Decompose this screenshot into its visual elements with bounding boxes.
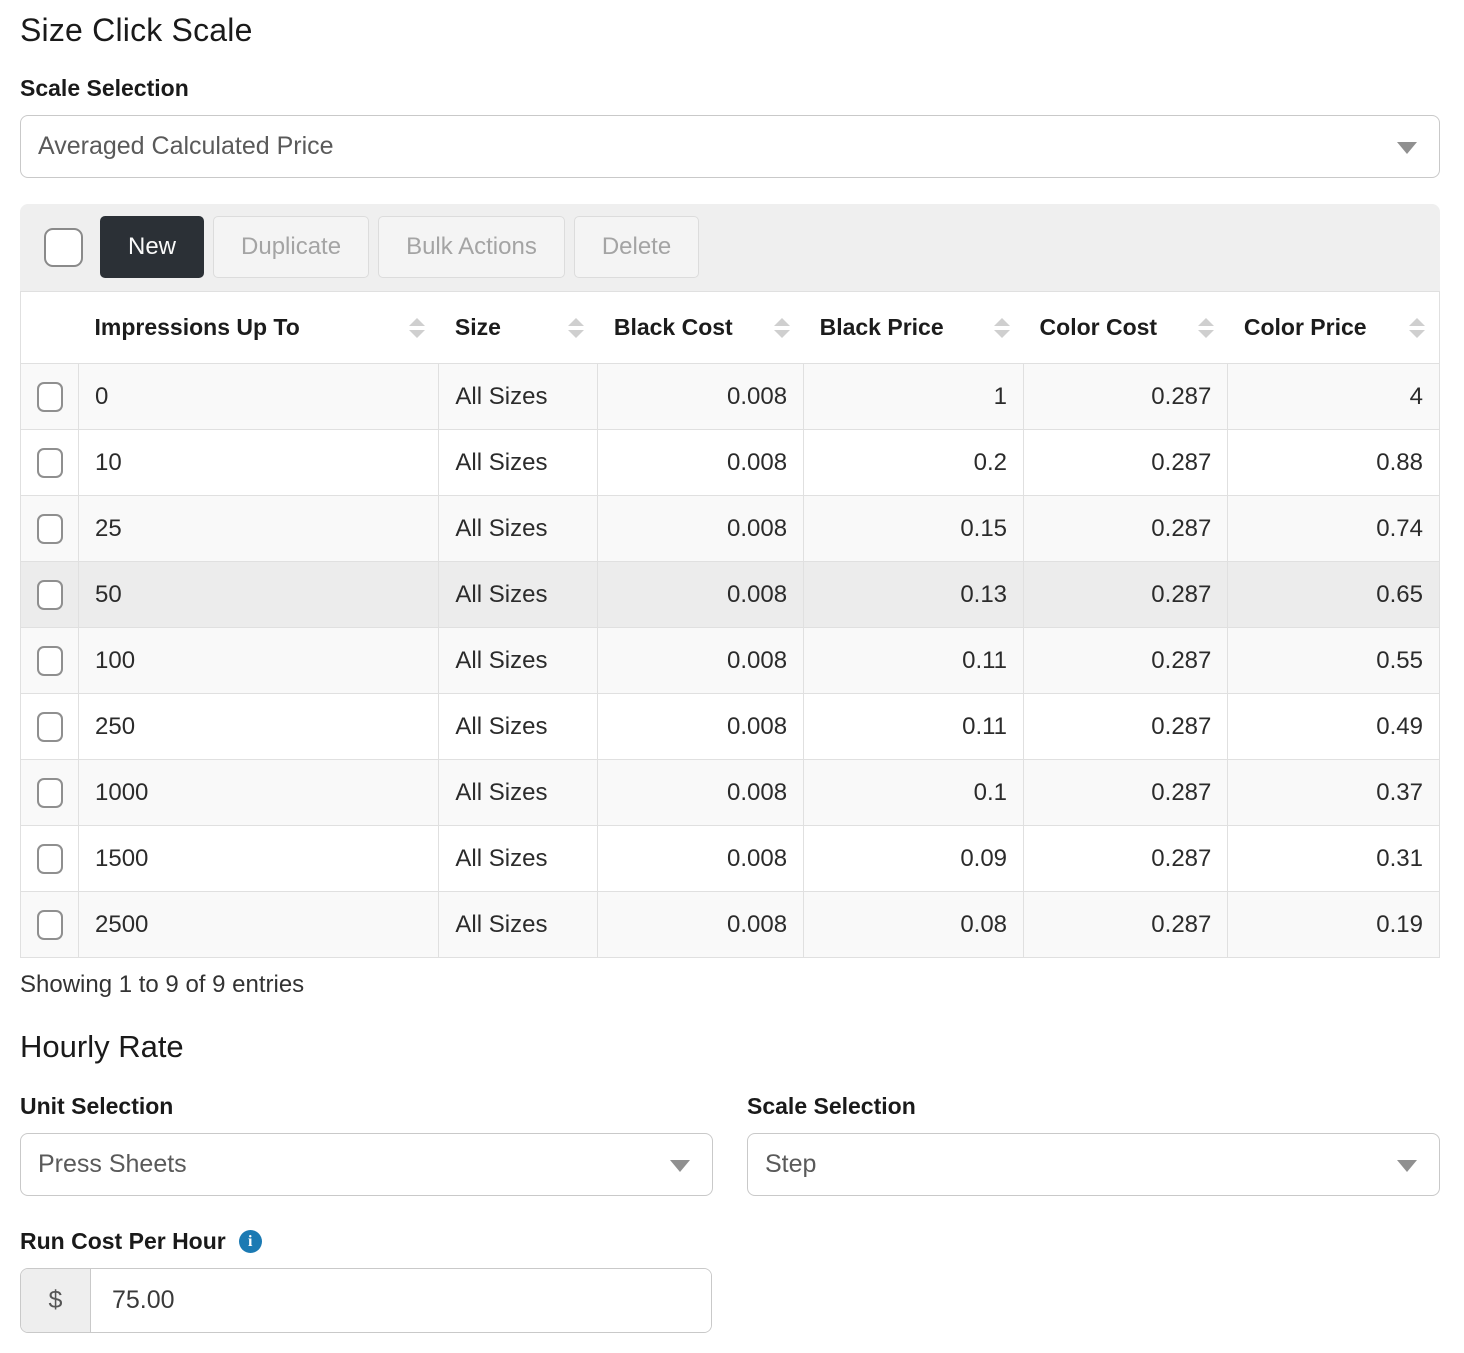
column-header-color-cost[interactable]: Color Cost — [1023, 291, 1228, 364]
scale-selection-label: Scale Selection — [20, 75, 189, 101]
table-row[interactable]: 2500 All Sizes 0.008 0.08 0.287 0.19 — [20, 891, 1440, 958]
run-cost-field: Run Cost Per Hour i $ — [20, 1228, 712, 1333]
run-cost-label: Run Cost Per Hour — [20, 1228, 226, 1254]
column-header-color-price[interactable]: Color Price — [1227, 291, 1440, 364]
delete-button[interactable]: Delete — [573, 216, 700, 278]
hourly-scale-selection-label: Scale Selection — [747, 1093, 916, 1119]
table-toolbar: New Duplicate Bulk Actions Delete — [20, 204, 1440, 291]
hourly-scale-selection-value: Step — [765, 1150, 817, 1178]
table-row[interactable]: 1500 All Sizes 0.008 0.09 0.287 0.31 — [20, 825, 1440, 892]
bulk-actions-button[interactable]: Bulk Actions — [378, 216, 565, 278]
currency-symbol: $ — [21, 1269, 91, 1332]
size-click-scale-table: Impressions Up To Size Black Cost Black … — [20, 291, 1440, 958]
hourly-scale-selection-select[interactable]: Step — [747, 1133, 1440, 1196]
info-icon[interactable]: i — [238, 1230, 262, 1253]
table-row[interactable]: 50 All Sizes 0.008 0.13 0.287 0.65 — [20, 561, 1440, 628]
scale-selection-field: Scale Selection Averaged Calculated Pric… — [20, 75, 1440, 178]
scale-selection-value: Averaged Calculated Price — [38, 132, 334, 160]
select-all-checkbox[interactable] — [44, 227, 83, 267]
page-title: Size Click Scale — [20, 12, 253, 48]
column-header-black-cost[interactable]: Black Cost — [597, 291, 804, 364]
unit-selection-select[interactable]: Press Sheets — [20, 1133, 713, 1196]
row-checkbox[interactable] — [36, 711, 63, 742]
header-checkbox-spacer — [20, 291, 79, 364]
chevron-down-icon — [1397, 1159, 1417, 1172]
column-header-black-price[interactable]: Black Price — [803, 291, 1024, 364]
table-row[interactable]: 250 All Sizes 0.008 0.11 0.287 0.49 — [20, 693, 1440, 760]
sort-icon[interactable] — [993, 317, 1010, 338]
sort-icon[interactable] — [773, 317, 790, 338]
row-checkbox[interactable] — [36, 645, 63, 676]
hourly-rate-title: Hourly Rate — [20, 1029, 184, 1064]
row-checkbox[interactable] — [36, 777, 63, 808]
table-row[interactable]: 10 All Sizes 0.008 0.2 0.287 0.88 — [20, 429, 1440, 496]
column-header-impressions[interactable]: Impressions Up To — [78, 291, 439, 364]
run-cost-input-group: $ — [20, 1268, 712, 1333]
table-row[interactable]: 100 All Sizes 0.008 0.11 0.287 0.55 — [20, 627, 1440, 694]
unit-selection-field: Unit Selection Press Sheets — [20, 1093, 713, 1196]
row-checkbox[interactable] — [36, 843, 63, 874]
new-button[interactable]: New — [100, 216, 205, 278]
run-cost-input[interactable] — [91, 1269, 711, 1332]
table-row[interactable]: 1000 All Sizes 0.008 0.1 0.287 0.37 — [20, 759, 1440, 826]
unit-selection-label: Unit Selection — [20, 1093, 174, 1119]
row-checkbox[interactable] — [36, 381, 63, 412]
table-entries-summary: Showing 1 to 9 of 9 entries — [20, 971, 305, 998]
sort-icon[interactable] — [567, 317, 584, 338]
table-row[interactable]: 0 All Sizes 0.008 1 0.287 4 — [20, 363, 1440, 430]
row-checkbox[interactable] — [36, 909, 63, 940]
sort-icon[interactable] — [408, 317, 425, 338]
row-checkbox[interactable] — [36, 579, 63, 610]
scale-selection-select[interactable]: Averaged Calculated Price — [20, 115, 1440, 178]
chevron-down-icon — [670, 1159, 690, 1172]
row-checkbox[interactable] — [36, 513, 63, 544]
table-row[interactable]: 25 All Sizes 0.008 0.15 0.287 0.74 — [20, 495, 1440, 562]
unit-selection-value: Press Sheets — [38, 1150, 187, 1178]
table-header-row: Impressions Up To Size Black Cost Black … — [20, 291, 1440, 364]
sort-icon[interactable] — [1197, 317, 1214, 338]
hourly-scale-selection-field: Scale Selection Step — [747, 1093, 1440, 1196]
duplicate-button[interactable]: Duplicate — [213, 216, 370, 278]
chevron-down-icon — [1397, 141, 1417, 154]
sort-icon[interactable] — [1409, 317, 1425, 338]
row-checkbox[interactable] — [36, 447, 63, 478]
column-header-size[interactable]: Size — [438, 291, 598, 364]
